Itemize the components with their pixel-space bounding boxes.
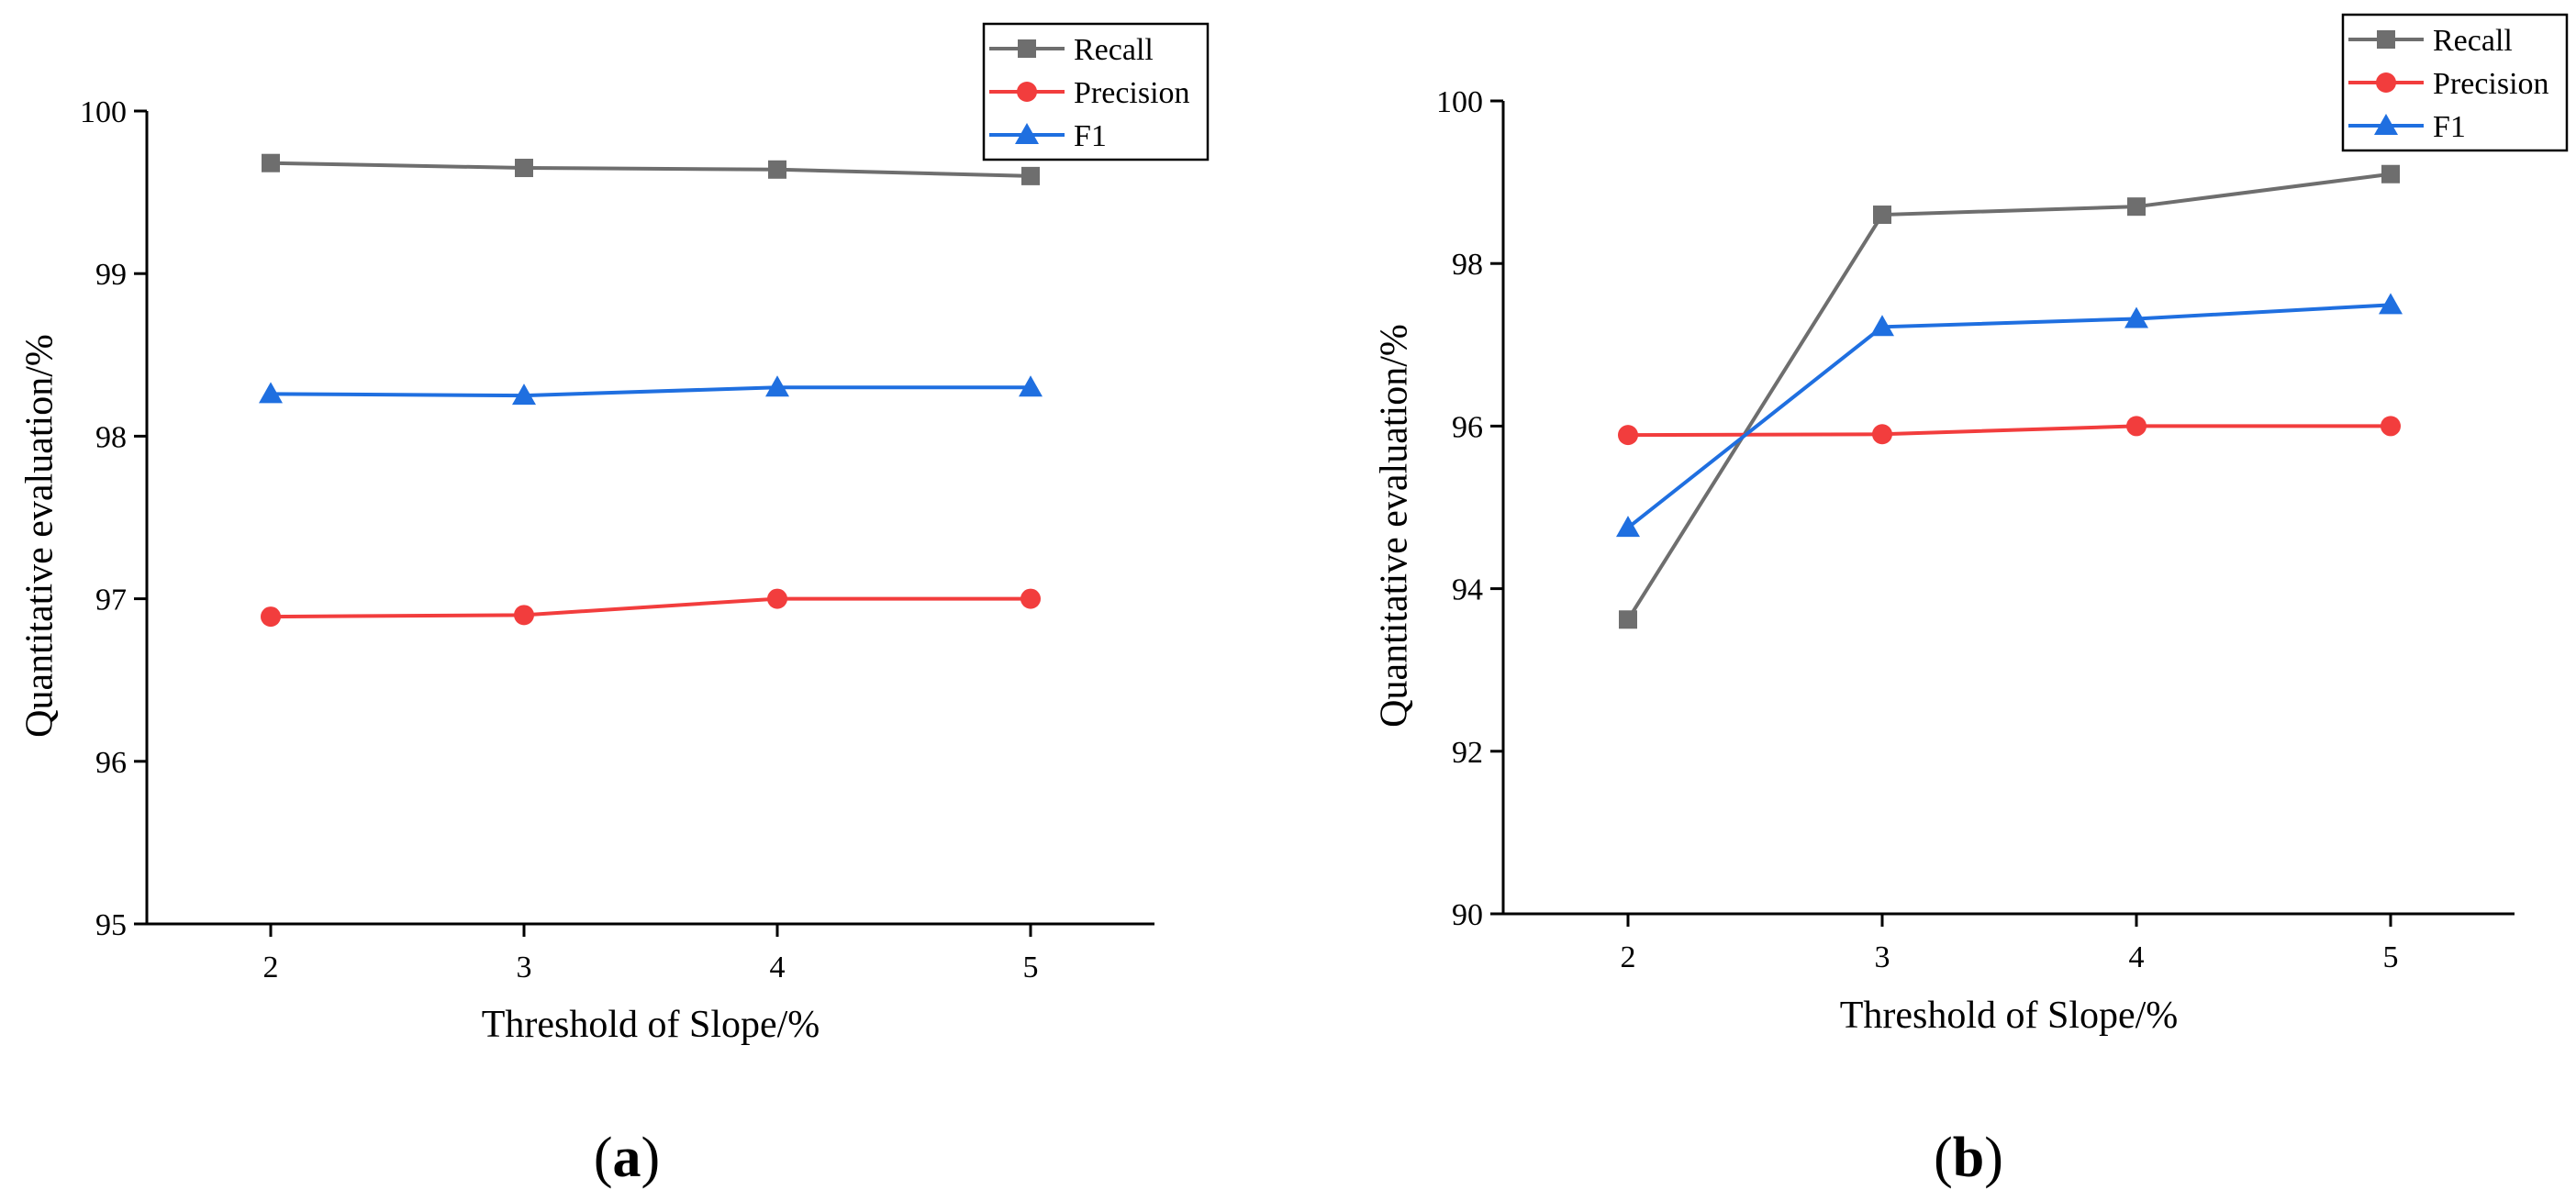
panel-b-label: (b) xyxy=(1934,1127,2003,1189)
panel-b-legend-f1-marker xyxy=(2374,114,2398,135)
panel-b-recall-point xyxy=(2381,164,2400,183)
panel-b-legend-f1-label: F1 xyxy=(2433,110,2466,144)
panel-b-legend-recall-label: Recall xyxy=(2433,24,2513,58)
panel-b-recall-point xyxy=(1873,206,1891,225)
panel-b-x-tick-label: 4 xyxy=(2129,940,2145,974)
panel-a-f1-point xyxy=(259,382,283,404)
panel-a-recall-point xyxy=(515,159,533,178)
panel-a-legend-f1-label: F1 xyxy=(1074,119,1107,153)
panel-b-y-tick-label: 100 xyxy=(1436,85,1483,119)
panel-a-y-tick-label: 98 xyxy=(95,420,127,454)
panel-a-f1-point xyxy=(765,375,789,397)
panel-a-precision-point xyxy=(767,588,787,609)
chart-panel-b: 90 92 94 96 98 100 2 3 4 5 Threshold of Slope/% Qua… xyxy=(1374,13,2569,1189)
panel-b-f1-line xyxy=(1626,303,2392,529)
panel-b-x-tick-label: 2 xyxy=(1621,940,1636,974)
panel-a-recall-point xyxy=(768,160,786,179)
panel-a-f1-line xyxy=(270,385,1031,398)
panel-b-precision-point xyxy=(2126,416,2147,437)
panel-a-precision-point xyxy=(514,605,534,626)
panel-b-legend-precision-label: Precision xyxy=(2433,67,2549,101)
panel-a-f1-point xyxy=(1019,375,1043,397)
panel-a-y-tick-label: 97 xyxy=(95,584,127,617)
panel-a-legend-recall-marker xyxy=(1018,39,1036,58)
panel-b-f1-point xyxy=(2379,293,2403,315)
panel-a-legend: Recall Precision F1 xyxy=(982,22,1210,161)
panel-b-x-tick-label: 3 xyxy=(1875,940,1890,974)
panel-a-label-letter: a xyxy=(613,1127,641,1189)
panel-b-y-tick-label: 96 xyxy=(1452,410,1483,444)
panel-b-recall-line xyxy=(1626,172,2392,621)
panel-a-x-tick-label: 4 xyxy=(770,951,786,984)
panel-b-y-tick-label: 94 xyxy=(1452,573,1483,607)
panel-a-y-tick-label: 99 xyxy=(95,258,127,292)
panel-a-legend-precision-label: Precision xyxy=(1074,76,1190,110)
panel-b-recall-point xyxy=(2127,197,2146,217)
panel-a-x-tick-label: 2 xyxy=(263,951,279,984)
panel-b-f1-point xyxy=(1870,315,1894,337)
panel-a-recall-point xyxy=(262,153,280,172)
panel-a-f1-point xyxy=(512,384,536,406)
panel-a-legend-precision-marker xyxy=(1017,82,1037,102)
panel-b-precision-point xyxy=(2381,416,2401,437)
panel-b-y-tick-label: 92 xyxy=(1452,736,1483,770)
panel-b-precision-point xyxy=(1618,425,1638,446)
panel-a-y-tick-label: 96 xyxy=(95,746,127,780)
panel-b-f1-point xyxy=(1616,516,1640,538)
panel-a-recall-point xyxy=(1021,166,1040,185)
panel-b-y-tick-label: 90 xyxy=(1452,898,1483,932)
panel-a-recall-line xyxy=(270,161,1032,178)
panel-a-precision-point xyxy=(261,606,281,628)
panel-a-y-tick-label: 95 xyxy=(95,908,127,942)
panel-a-label: (a) xyxy=(594,1127,660,1189)
panel-b-x-axis-title: Threshold of Slope/% xyxy=(1840,995,2179,1037)
panel-b-label-letter: b xyxy=(1953,1127,1984,1189)
panel-b-precision-point xyxy=(1872,424,1892,445)
panel-b-y-axis-title: Quantitative evaluation/% xyxy=(1374,324,1416,728)
panel-b-f1-point xyxy=(2124,306,2148,328)
panel-a-precision-line xyxy=(270,596,1031,619)
panel-a-y-axis-title: Quantitative evaluation/% xyxy=(19,334,61,738)
panel-a-legend-recall-label: Recall xyxy=(1074,33,1154,67)
panel-a-x-tick-label: 3 xyxy=(517,951,532,984)
panel-a-x-axis-title: Threshold of Slope/% xyxy=(482,1004,820,1046)
panel-a-y-tick-label: 100 xyxy=(80,95,127,129)
panel-a-precision-point xyxy=(1020,588,1041,609)
panel-b-x-tick-label: 5 xyxy=(2383,940,2399,974)
panel-b-precision-line xyxy=(1627,424,2391,438)
panel-b-legend-precision-marker xyxy=(2376,72,2396,93)
panel-a-legend-f1-marker xyxy=(1015,123,1039,144)
chart-panel-a: 95 96 97 98 99 100 2 3 4 5 Threshold of Slope/% Qua… xyxy=(19,22,1210,1189)
panel-a-x-tick-label: 5 xyxy=(1023,951,1039,984)
panel-b-recall-point xyxy=(1619,610,1637,629)
panel-b-legend: Recall Precision F1 xyxy=(2341,13,2569,152)
panel-b-legend-recall-marker xyxy=(2377,30,2395,49)
panel-b-y-tick-label: 98 xyxy=(1452,248,1483,282)
